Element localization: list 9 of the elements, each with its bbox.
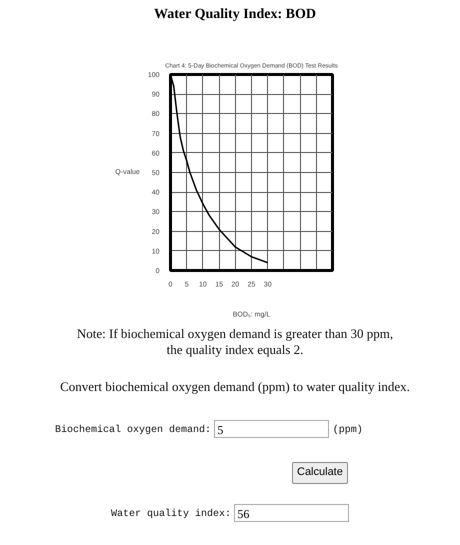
text: 5	[214, 420, 330, 438]
text: Convert biochemical oxygen demand (ppm) to water quality index.	[59, 378, 411, 396]
text: Biochemical oxygen demand:	[55, 425, 212, 436]
chart-title: Water Quality Index: BOD	[153, 6, 317, 24]
text: Water quality index:	[111, 509, 232, 520]
text: Calculate	[292, 462, 348, 484]
text: 56	[234, 504, 350, 522]
text: Note: If biochemical oxygen demand is greater than 30 ppm, the quality index equals 2.	[76, 326, 394, 358]
text: (ppm)	[332, 425, 363, 436]
